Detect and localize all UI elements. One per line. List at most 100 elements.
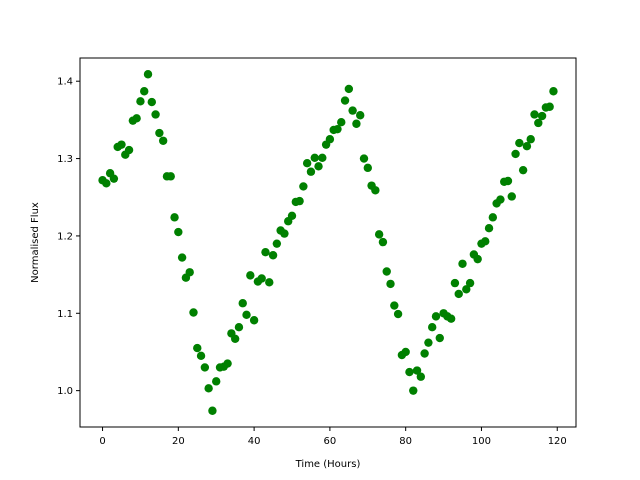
y-tick-label: 1.1 (57, 309, 73, 320)
data-point (340, 96, 350, 105)
data-point (454, 289, 463, 299)
data-point (462, 285, 471, 294)
data-point (196, 351, 206, 361)
data-point (333, 124, 342, 134)
data-point (412, 366, 422, 375)
data-point (174, 227, 183, 237)
data-point (193, 343, 202, 353)
data-point (242, 310, 251, 320)
data-point (314, 162, 323, 171)
y-tick-label: 1.0 (57, 386, 73, 397)
data-point (545, 102, 554, 111)
data-point (352, 119, 361, 128)
data-point (465, 278, 475, 288)
data-point (530, 110, 539, 119)
data-point (356, 111, 365, 120)
data-point (473, 254, 482, 264)
data-point (511, 149, 520, 159)
data-point (272, 239, 282, 248)
data-point (382, 267, 391, 276)
data-point (102, 179, 111, 188)
data-point (189, 308, 198, 317)
data-point (390, 301, 399, 310)
data-point (177, 253, 187, 262)
data-point (405, 367, 414, 377)
data-point (208, 406, 217, 415)
data-point (431, 312, 441, 321)
data-point (325, 135, 335, 144)
data-point (238, 299, 247, 308)
data-point (393, 309, 403, 319)
data-point (488, 213, 498, 222)
data-point (359, 154, 369, 163)
x-tick-label: 100 (472, 436, 491, 447)
data-point (310, 153, 319, 162)
data-point (257, 274, 266, 283)
data-point (446, 314, 456, 323)
data-point (344, 84, 354, 94)
y-tick-label: 1.3 (57, 154, 73, 165)
data-point (132, 114, 141, 123)
data-point (420, 349, 429, 358)
data-point (249, 316, 259, 325)
data-point (306, 167, 316, 176)
data-point (265, 278, 274, 287)
y-axis-ticks: 1.0 1.1 1.2 1.3 1.4 (57, 77, 80, 397)
data-point (295, 196, 304, 206)
data-point (261, 247, 270, 257)
data-point (155, 128, 164, 138)
data-point (503, 176, 513, 186)
data-point (409, 386, 418, 395)
data-point (348, 106, 357, 115)
y-tick-label: 1.2 (57, 231, 73, 242)
data-point (337, 118, 346, 127)
data-point (549, 87, 558, 96)
data-point (302, 159, 312, 168)
data-point (428, 323, 437, 332)
y-axis-label: Normalised Flux (30, 202, 41, 283)
x-tick-label: 0 (99, 436, 105, 447)
data-point (166, 172, 175, 181)
data-point (117, 140, 126, 149)
data-point (515, 138, 524, 148)
x-tick-label: 20 (172, 436, 185, 447)
data-point (496, 195, 505, 204)
data-point (386, 279, 395, 289)
x-axis-label: Time (Hours) (295, 459, 361, 470)
data-point (363, 163, 372, 173)
data-point (318, 153, 327, 162)
data-point (374, 230, 384, 239)
data-point (223, 359, 232, 368)
data-point (481, 237, 490, 246)
data-point (526, 135, 535, 144)
data-point (246, 271, 255, 280)
x-axis-ticks: 0 20 40 60 80 100 120 (99, 427, 567, 447)
data-point (450, 278, 460, 288)
data-point (151, 110, 160, 119)
x-tick-label: 40 (248, 436, 261, 447)
data-point (124, 145, 134, 155)
data-point (287, 211, 297, 221)
data-point (484, 223, 494, 233)
data-point (299, 182, 308, 191)
data-point (147, 97, 156, 107)
data-point (136, 97, 145, 106)
data-point (534, 118, 543, 128)
data-point (424, 338, 433, 347)
data-point (435, 333, 444, 343)
plot-frame (79, 57, 577, 428)
data-point (170, 213, 179, 222)
data-points (98, 70, 558, 415)
data-point (204, 384, 213, 393)
data-point (200, 363, 210, 372)
data-point (143, 70, 153, 79)
data-point (185, 268, 194, 277)
data-point (371, 186, 380, 195)
data-point (458, 259, 467, 268)
data-point (268, 251, 278, 260)
data-point (522, 141, 532, 151)
data-point (518, 165, 528, 175)
data-point (416, 372, 426, 381)
